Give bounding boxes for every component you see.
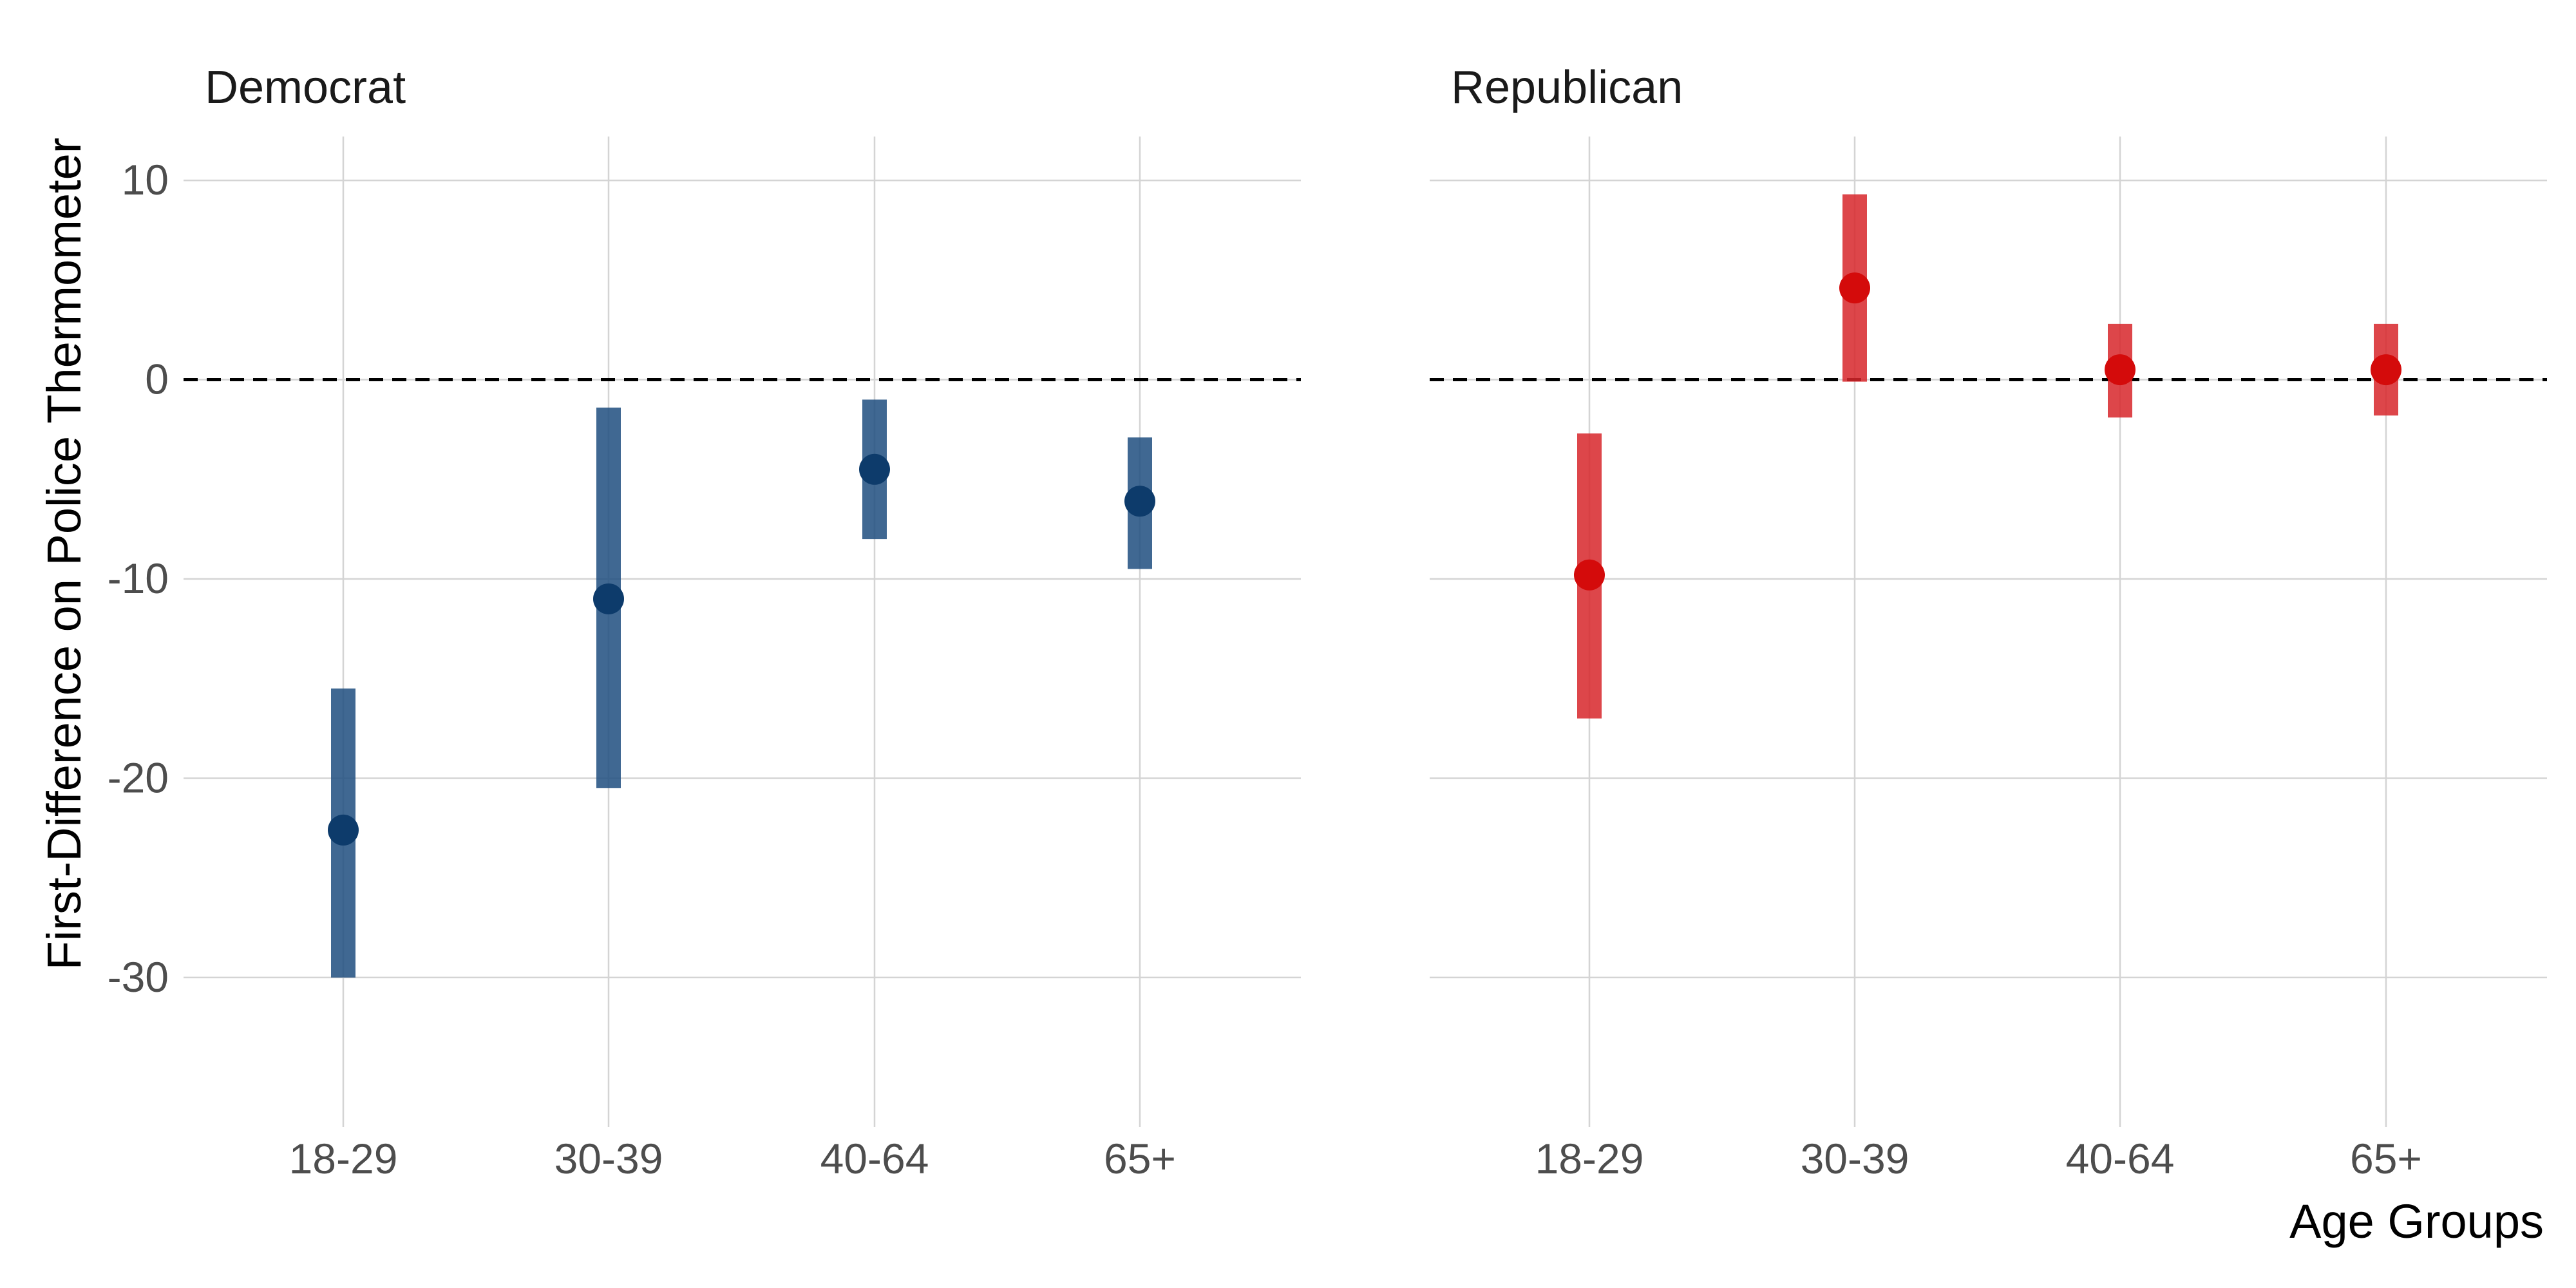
- y-tick-label: -10: [108, 554, 169, 602]
- point-estimate: [328, 814, 359, 846]
- point-estimate: [2371, 354, 2401, 386]
- point-estimate: [1124, 486, 1155, 517]
- y-tick-label: -30: [108, 953, 169, 1001]
- gridlines: [184, 137, 2547, 1127]
- x-tick-label: 40-64: [2066, 1135, 2175, 1182]
- x-tick-label: 65+: [2350, 1135, 2422, 1182]
- y-axis-title: First-Difference on Police Thermometer: [37, 138, 91, 971]
- x-axis-title: Age Groups: [2289, 1195, 2544, 1248]
- x-tick-label: 65+: [1104, 1135, 1176, 1182]
- facet-title-republican: Republican: [1451, 62, 1683, 113]
- point-estimate: [2105, 354, 2136, 386]
- y-tick-label: 10: [122, 156, 169, 204]
- x-tick-label: 40-64: [820, 1135, 929, 1182]
- x-tick-label: 30-39: [1801, 1135, 1909, 1182]
- point-estimate: [593, 583, 624, 614]
- point-estimate: [1839, 272, 1870, 304]
- chart-text: 10 0 -10 -20 -30 Democrat 18-29 30-39 40-64 65+ Re…: [108, 62, 2422, 1182]
- x-tick-label: 18-29: [289, 1135, 398, 1182]
- x-tick-label: 18-29: [1535, 1135, 1644, 1182]
- y-tick-label: 0: [145, 355, 169, 403]
- point-estimate: [859, 453, 890, 485]
- point-estimate: [1574, 559, 1605, 591]
- data-marks: [328, 194, 2401, 978]
- x-tick-label: 30-39: [554, 1135, 663, 1182]
- facet-title-democrat: Democrat: [205, 62, 406, 113]
- y-tick-label: -20: [108, 753, 169, 801]
